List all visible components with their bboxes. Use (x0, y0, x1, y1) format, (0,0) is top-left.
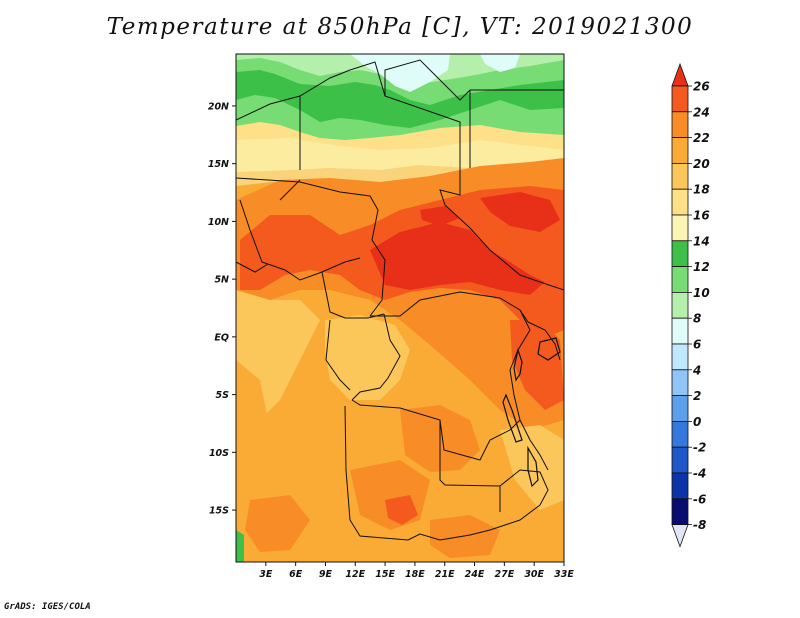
colorbar-swatch (671, 162, 689, 190)
x-tick-label: 30E (524, 569, 544, 580)
colorbar-swatch (671, 343, 689, 371)
colorbar-label: 18 (693, 183, 710, 197)
colorbar-label: 26 (693, 80, 710, 94)
colorbar-swatch (671, 240, 689, 268)
colorbar-swatch (671, 369, 689, 396)
temperature-field (236, 54, 564, 562)
x-tick-label: 3E (259, 569, 273, 580)
colorbar-label: -6 (693, 492, 706, 506)
y-tick-label: 5N (214, 275, 229, 286)
colorbar-swatch (671, 498, 689, 525)
colorbar-swatch (671, 214, 689, 242)
colorbar-swatch (671, 137, 689, 164)
x-tick-label: 9E (319, 569, 333, 580)
colorbar-label: 12 (693, 260, 710, 274)
colorbar-swatch (671, 188, 689, 216)
colorbar-label: -2 (693, 441, 706, 455)
grads-credit: GrADS: IGES/COLA (4, 602, 91, 612)
colorbar-label: 0 (693, 415, 701, 429)
colorbar-swatch (671, 111, 689, 139)
y-axis: 20N 15N 10N 5N EQ 5S 10S 15S (208, 101, 236, 517)
colorbar-high-extension (671, 62, 689, 87)
country-borders (236, 59, 564, 541)
y-tick-label: 10N (208, 217, 229, 228)
colorbar-label: 2 (693, 389, 701, 403)
colorbar-swatch (671, 317, 689, 345)
x-tick-label: 33E (554, 569, 574, 580)
y-tick-label: EQ (214, 332, 229, 343)
colorbar-label: 6 (693, 338, 701, 352)
colorbar-label: 22 (693, 131, 710, 145)
colorbar-label: 16 (693, 209, 710, 223)
y-tick-label: 15N (208, 159, 229, 170)
colorbar-low-extension (671, 524, 689, 548)
y-tick-label: 20N (208, 101, 229, 112)
map-title: Temperature at 850hPa [C], VT: 201902130… (106, 14, 694, 40)
colorbar-label: 14 (693, 234, 710, 248)
colorbar-label: 24 (693, 105, 710, 119)
x-tick-label: 21E (435, 569, 455, 580)
colorbar-label: 20 (693, 157, 710, 171)
colorbar-swatch (671, 395, 689, 422)
colorbar-label: -8 (693, 518, 706, 532)
colorbar-swatch (671, 85, 689, 113)
colorbar-swatch (671, 446, 689, 474)
colorbar-swatch (671, 266, 689, 293)
x-tick-label: 24E (465, 569, 485, 580)
colorbar-label: -4 (693, 467, 706, 481)
y-tick-label: 15S (209, 506, 229, 517)
lakes (502, 337, 561, 488)
x-tick-label: 15E (375, 569, 395, 580)
colorbar-label: 8 (693, 312, 701, 326)
colorbar-swatch (671, 472, 689, 500)
colorbar-label: 4 (692, 363, 701, 377)
y-tick-label: 5S (216, 390, 230, 401)
colorbar-label: 10 (693, 286, 710, 300)
plot-frame (235, 53, 565, 563)
x-axis: 3E 6E 9E 12E 15E 18E 21E 24E 27E 30E 33E (259, 562, 574, 580)
hottest-core (370, 222, 545, 295)
x-tick-label: 12E (345, 569, 365, 580)
x-tick-label: 27E (495, 569, 515, 580)
x-tick-label: 6E (289, 569, 303, 580)
colorbar-swatch (671, 420, 689, 448)
colorbar-swatch (671, 291, 689, 319)
y-tick-label: 10S (209, 448, 229, 459)
x-tick-label: 18E (405, 569, 425, 580)
